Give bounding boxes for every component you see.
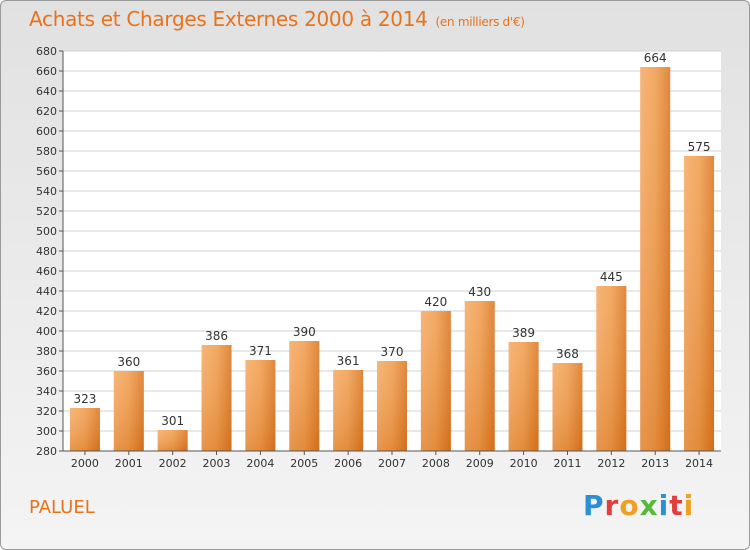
value-label-2000: 323: [73, 392, 96, 406]
y-tick-label: 420: [36, 305, 57, 318]
x-tick-label-2006: 2006: [334, 457, 362, 470]
x-tick-label-2000: 2000: [71, 457, 99, 470]
x-tick-label-2004: 2004: [246, 457, 274, 470]
bar-shade-2001: [113, 371, 144, 451]
x-tick-label-2010: 2010: [510, 457, 538, 470]
y-tick-label: 440: [36, 285, 57, 298]
value-label-2006: 361: [337, 354, 360, 368]
value-label-2004: 371: [249, 344, 272, 358]
value-label-2007: 370: [381, 345, 404, 359]
bar-shade-2010: [508, 342, 539, 451]
proxiti-logo: Proxiti: [583, 489, 695, 522]
bar-shade-2012: [596, 286, 627, 451]
y-tick-label: 280: [36, 445, 57, 458]
bar-shade-2014: [684, 156, 715, 451]
x-tick-label-2011: 2011: [553, 457, 581, 470]
y-tick-label: 400: [36, 325, 57, 338]
value-label-2009: 430: [468, 285, 491, 299]
bar-shade-2000: [69, 408, 100, 451]
value-label-2010: 389: [512, 326, 535, 340]
x-tick-label-2013: 2013: [641, 457, 669, 470]
value-label-2001: 360: [117, 355, 140, 369]
bar-shade-2008: [420, 311, 451, 451]
y-tick-label: 480: [36, 245, 57, 258]
y-tick-label: 300: [36, 425, 57, 438]
x-tick-label-2008: 2008: [422, 457, 450, 470]
value-label-2005: 390: [293, 325, 316, 339]
bar-shade-2006: [333, 370, 364, 451]
y-tick-label: 500: [36, 225, 57, 238]
x-tick-label-2002: 2002: [159, 457, 187, 470]
y-tick-label: 660: [36, 65, 57, 78]
value-label-2012: 445: [600, 270, 623, 284]
y-tick-label: 560: [36, 165, 57, 178]
bar-shade-2011: [552, 363, 583, 451]
y-tick-label: 380: [36, 345, 57, 358]
y-tick-label: 600: [36, 125, 57, 138]
y-tick-label: 540: [36, 185, 57, 198]
value-label-2013: 664: [644, 51, 667, 65]
value-label-2002: 301: [161, 414, 184, 428]
y-tick-label: 640: [36, 85, 57, 98]
y-tick-label: 340: [36, 385, 57, 398]
y-tick-label: 360: [36, 365, 57, 378]
value-label-2008: 420: [424, 295, 447, 309]
x-tick-label-2014: 2014: [685, 457, 713, 470]
x-tick-label-2012: 2012: [597, 457, 625, 470]
value-label-2011: 368: [556, 347, 579, 361]
y-tick-label: 620: [36, 105, 57, 118]
bar-shade-2003: [201, 345, 232, 451]
x-tick-label-2003: 2003: [203, 457, 231, 470]
x-tick-label-2001: 2001: [115, 457, 143, 470]
bar-shade-2005: [289, 341, 320, 451]
value-label-2003: 386: [205, 329, 228, 343]
x-tick-label-2005: 2005: [290, 457, 318, 470]
location-label: PALUEL: [29, 497, 95, 518]
y-tick-label: 680: [36, 45, 57, 58]
x-tick-label-2009: 2009: [466, 457, 494, 470]
bar-shade-2013: [640, 67, 671, 451]
y-tick-label: 580: [36, 145, 57, 158]
y-tick-label: 520: [36, 205, 57, 218]
bar-shade-2007: [377, 361, 407, 451]
chart-title: Achats et Charges Externes 2000 à 2014 (e…: [29, 7, 525, 31]
x-tick-label-2007: 2007: [378, 457, 406, 470]
value-label-2014: 575: [688, 140, 711, 154]
y-tick-label: 460: [36, 265, 57, 278]
bar-shade-2009: [464, 301, 495, 451]
chart-subtitle: (en milliers d'€): [435, 15, 525, 29]
bar-shade-2004: [245, 360, 276, 451]
chart-title-text: Achats et Charges Externes 2000 à 2014: [29, 7, 428, 31]
y-tick-label: 320: [36, 405, 57, 418]
bar-shade-2002: [157, 430, 188, 451]
